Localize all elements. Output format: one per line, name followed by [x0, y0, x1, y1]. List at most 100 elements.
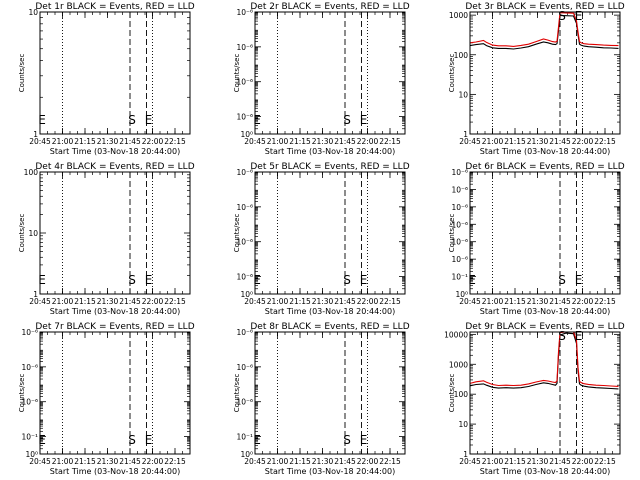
x-tick-label: 21:30 — [527, 297, 549, 306]
x-tick-label: 21:45 — [119, 457, 141, 466]
x-tick-label: 21:00 — [52, 457, 74, 466]
interval-marker: E — [145, 273, 153, 287]
interval-marker: S — [558, 329, 566, 343]
chart-panel-8: Det 8r BLACK = Events, RED = LLD Counts/s… — [233, 322, 410, 476]
interval-marker: E — [253, 273, 261, 287]
x-tick-label: 21:00 — [267, 457, 289, 466]
x-tick-label: 21:30 — [312, 297, 334, 306]
y-tick-label: 10⁻⁶ — [236, 113, 253, 122]
x-tick-label: 22:15 — [594, 297, 616, 306]
plot-frame — [254, 171, 406, 295]
lld-series-line — [469, 331, 619, 387]
x-tick-label: 22:15 — [594, 137, 616, 146]
y-axis-label: Counts/sec — [448, 54, 456, 93]
interval-marker: E — [145, 433, 153, 447]
y-tick-label: 10⁰ — [25, 450, 38, 459]
y-axis-label: Counts/sec — [233, 374, 241, 413]
x-tick-label: 21:45 — [119, 297, 141, 306]
x-tick-label: 22:00 — [357, 297, 379, 306]
x-tick-label: 21:00 — [482, 457, 504, 466]
y-axis-label: Counts/sec — [18, 54, 26, 93]
y-tick-label: 10⁻⁶ — [236, 8, 253, 17]
x-tick-label: 21:30 — [312, 137, 334, 146]
x-axis-label: Start Time (03-Nov-18 20:44:00) — [265, 147, 395, 156]
x-tick-label: 21:15 — [289, 137, 311, 146]
x-tick-label: 21:30 — [527, 137, 549, 146]
interval-marker: E — [253, 433, 261, 447]
chart-title: Det 5r BLACK = Events, RED = LLD — [250, 162, 409, 172]
interval-marker: E — [38, 433, 46, 447]
chart-title: Det 2r BLACK = Events, RED = LLD — [250, 2, 409, 12]
y-tick-label: 10⁻⁶ — [451, 238, 468, 247]
x-tick-label: 22:15 — [379, 137, 401, 146]
chart-title: Det 7r BLACK = Events, RED = LLD — [35, 322, 194, 332]
x-tick-label: 22:15 — [164, 297, 186, 306]
y-tick-label: 10⁻⁶ — [451, 220, 468, 229]
y-axis-label: Counts/sec — [448, 214, 456, 253]
y-tick-label: 10⁻¹ — [236, 433, 253, 442]
x-tick-label: 21:45 — [334, 457, 356, 466]
x-tick-label: 22:00 — [572, 457, 594, 466]
chart-panel-9: Det 9r BLACK = Events, RED = LLD Counts/s… — [444, 322, 625, 476]
x-tick-label: 22:15 — [594, 457, 616, 466]
y-tick-label: 10⁻⁶ — [236, 273, 253, 282]
x-axis-label: Start Time (03-Nov-18 20:44:00) — [265, 307, 395, 316]
plot-frame — [469, 171, 621, 295]
interval-marker: E — [253, 113, 261, 127]
x-axis-label: Start Time (03-Nov-18 20:44:00) — [480, 307, 610, 316]
x-axis-label: Start Time (03-Nov-18 20:44:00) — [480, 467, 610, 476]
x-tick-label: 21:45 — [549, 457, 571, 466]
x-tick-label: 22:15 — [379, 297, 401, 306]
y-tick-label: 10⁻⁶ — [236, 78, 253, 87]
y-tick-label: 10⁻¹ — [451, 273, 468, 282]
interval-marker: S — [128, 273, 136, 287]
chart-panel-1: Det 1r BLACK = Events, RED = LLD Counts/s… — [18, 2, 195, 156]
y-tick-label: 10⁻⁶ — [236, 238, 253, 247]
y-tick-label: 10⁻⁶ — [451, 168, 468, 177]
plot-frame — [254, 331, 406, 455]
y-tick-label: 10 — [458, 90, 468, 99]
y-tick-label: 10⁻⁶ — [451, 255, 468, 264]
x-tick-label: 22:00 — [142, 137, 164, 146]
plot-frame — [469, 331, 621, 455]
y-tick-label: 1000 — [449, 11, 468, 20]
x-tick-label: 21:15 — [74, 137, 96, 146]
x-axis-label: Start Time (03-Nov-18 20:44:00) — [50, 307, 180, 316]
y-tick-label: 10⁻⁶ — [236, 203, 253, 212]
x-tick-label: 21:45 — [549, 297, 571, 306]
plot-frame — [469, 11, 621, 135]
x-tick-label: 21:45 — [334, 297, 356, 306]
x-tick-label: 20:45 — [459, 137, 481, 146]
y-tick-label: 10⁻⁶ — [451, 203, 468, 212]
x-tick-label: 20:45 — [459, 297, 481, 306]
chart-title: Det 9r BLACK = Events, RED = LLD — [465, 322, 624, 332]
chart-title: Det 4r BLACK = Events, RED = LLD — [35, 162, 194, 172]
y-tick-label: 10⁻⁶ — [21, 328, 38, 337]
interval-marker: E — [575, 9, 583, 23]
chart-panel-2: Det 2r BLACK = Events, RED = LLD Counts/s… — [233, 2, 410, 156]
lld-series-line — [469, 12, 619, 47]
y-tick-label: 100 — [24, 168, 39, 177]
x-tick-label: 21:30 — [312, 457, 334, 466]
x-tick-label: 22:15 — [379, 457, 401, 466]
y-tick-label: 10⁰ — [240, 450, 253, 459]
interval-marker: S — [128, 113, 136, 127]
y-tick-label: 1000 — [449, 360, 468, 369]
x-tick-label: 20:45 — [29, 137, 51, 146]
x-tick-label: 21:15 — [289, 457, 311, 466]
x-tick-label: 20:45 — [29, 457, 51, 466]
x-tick-label: 21:00 — [52, 297, 74, 306]
x-tick-label: 22:00 — [572, 137, 594, 146]
x-tick-label: 21:30 — [527, 457, 549, 466]
y-tick-label: 10⁰ — [240, 290, 253, 299]
y-tick-label: 1 — [33, 130, 38, 139]
x-tick-label: 21:00 — [267, 297, 289, 306]
x-tick-label: 21:00 — [482, 137, 504, 146]
plot-frame — [39, 331, 191, 455]
chart-title: Det 3r BLACK = Events, RED = LLD — [465, 2, 624, 12]
x-tick-label: 22:00 — [572, 297, 594, 306]
x-tick-label: 20:45 — [244, 457, 266, 466]
x-tick-label: 21:15 — [504, 457, 526, 466]
x-tick-label: 22:00 — [142, 457, 164, 466]
plot-frame — [39, 11, 191, 135]
